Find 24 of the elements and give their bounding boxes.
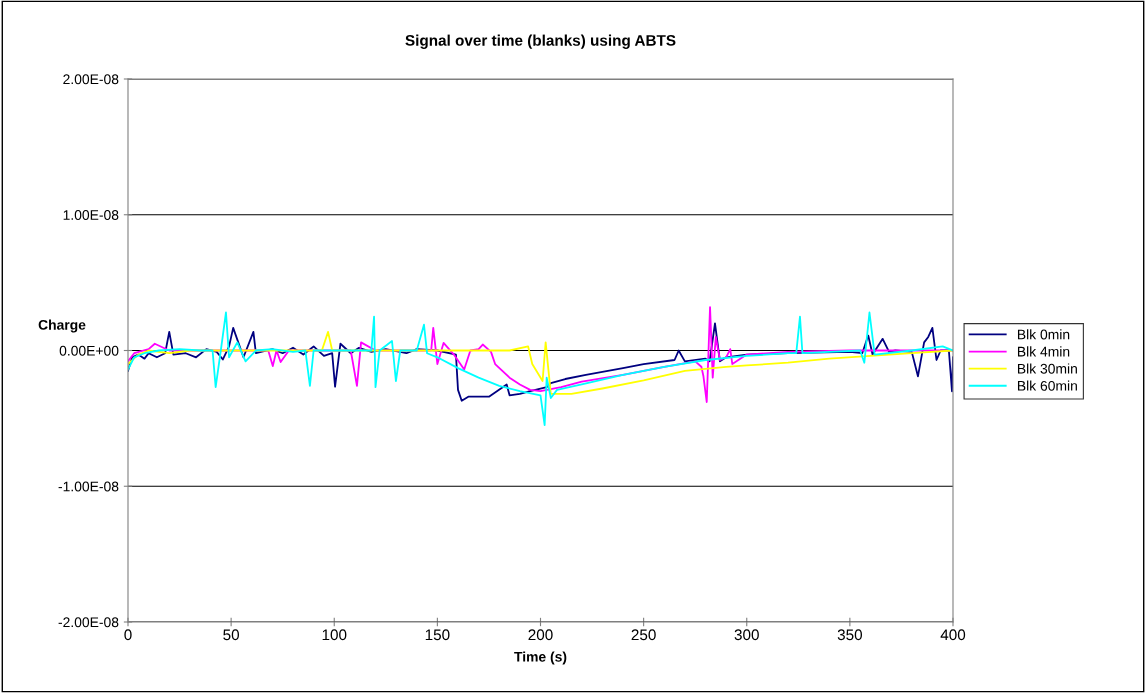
y-tick-label: 2.00E-08 <box>63 74 119 85</box>
x-tick-label: 300 <box>734 629 759 641</box>
x-tick-label: 200 <box>528 629 553 641</box>
line-series <box>128 322 953 402</box>
chart-title: Signal over time (blanks) using ABTS <box>405 34 676 49</box>
y-tick-label: 0.00E+00 <box>59 345 119 356</box>
y-axis-title: Charge <box>38 319 86 333</box>
y-tick-label: -1.00E-08 <box>58 481 119 492</box>
x-axis-title: Time (s) <box>514 651 567 665</box>
x-tick-label: 0 <box>124 629 132 641</box>
legend-label: Blk 4min <box>1017 346 1070 357</box>
legend-label: Blk 60min <box>1017 380 1077 391</box>
x-tick-label: 150 <box>425 629 450 641</box>
y-tick-label: -2.00E-08 <box>58 617 119 628</box>
line-series <box>128 330 953 395</box>
x-tick-label: 50 <box>223 629 240 641</box>
y-tick-label: 1.00E-08 <box>63 210 119 220</box>
legend-label: Blk 0min <box>1017 329 1070 340</box>
legend-label: Blk 30min <box>1017 363 1077 374</box>
x-tick-label: 100 <box>322 629 347 641</box>
line-series <box>128 311 953 427</box>
x-tick-label: 250 <box>631 629 656 641</box>
x-tick-label: 350 <box>837 629 863 641</box>
x-tick-label: 400 <box>940 629 966 641</box>
